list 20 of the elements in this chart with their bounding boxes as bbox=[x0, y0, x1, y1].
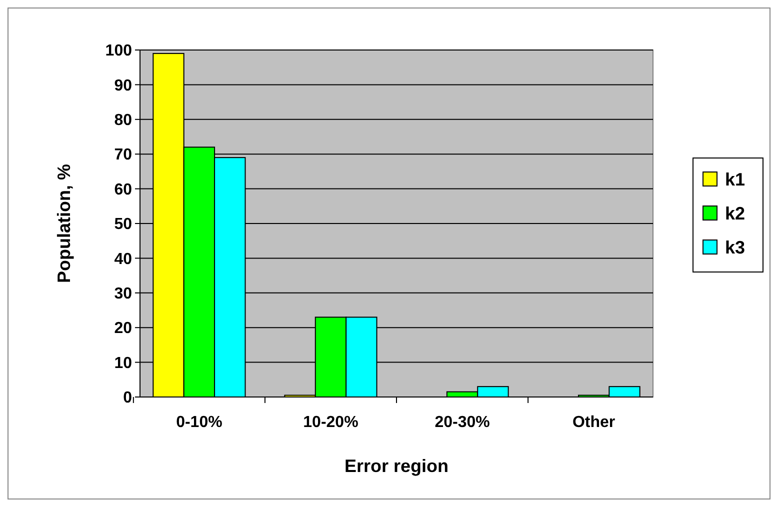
y-tick-label: 0 bbox=[123, 390, 132, 407]
y-tick-label: 20 bbox=[114, 320, 132, 338]
y-tick-label: 70 bbox=[114, 146, 132, 164]
x-tick-label: 20-30% bbox=[434, 414, 490, 431]
x-tick-label: 10-20% bbox=[303, 414, 358, 431]
y-axis-title: Population, % bbox=[54, 164, 74, 283]
legend-label: k1 bbox=[725, 169, 746, 190]
y-tick-label: 50 bbox=[114, 216, 132, 234]
x-axis-title: Error region bbox=[344, 456, 449, 476]
y-tick-label: 40 bbox=[114, 250, 132, 268]
y-tick-label: 30 bbox=[114, 286, 132, 302]
x-tick-label: 0-10% bbox=[176, 414, 222, 431]
y-tick-label: 60 bbox=[114, 181, 132, 198]
y-tick-label: 10 bbox=[114, 354, 132, 372]
y-tick-label: 80 bbox=[114, 112, 132, 129]
y-tick-label: 100 bbox=[105, 42, 132, 60]
legend-label: k2 bbox=[725, 203, 746, 224]
legend-label: k3 bbox=[725, 237, 746, 258]
y-tick-label: 90 bbox=[114, 77, 132, 94]
x-tick-label: Other bbox=[572, 414, 616, 431]
